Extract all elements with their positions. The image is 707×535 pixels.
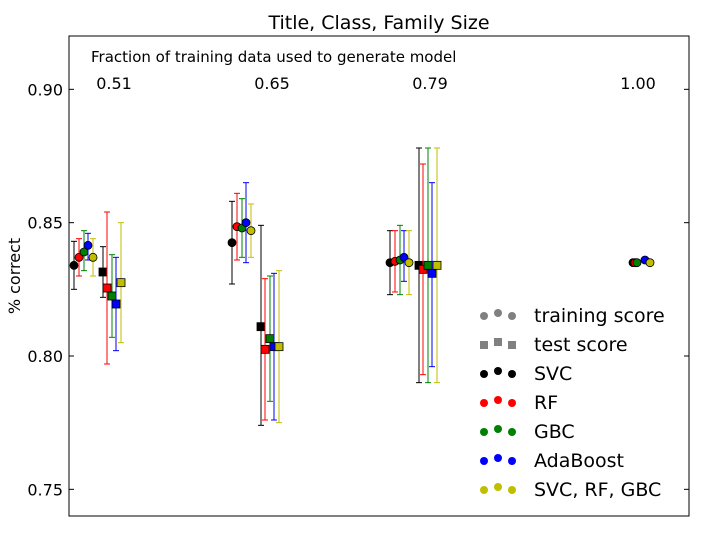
- legend-marker: [494, 425, 502, 433]
- chart-annotation: Fraction of training data used to genera…: [91, 48, 456, 66]
- legend-marker: [494, 454, 502, 462]
- legend-marker: [480, 312, 488, 320]
- train-point: [399, 252, 409, 262]
- y-axis-ticks: 0.75 0.80 0.85 0.90: [27, 80, 689, 499]
- legend-marker: [494, 309, 502, 317]
- legend-label: AdaBoost: [534, 450, 624, 472]
- test-point: [274, 342, 284, 352]
- legend-marker: [494, 367, 502, 375]
- legend-marker: [508, 457, 516, 465]
- train-point: [632, 258, 642, 268]
- test-point: [265, 334, 275, 344]
- test-point: [116, 278, 126, 288]
- chart-marks: [69, 147, 655, 426]
- train-point: [83, 240, 93, 250]
- train-point: [241, 218, 251, 228]
- chart-title: Title, Class, Family Size: [267, 12, 489, 34]
- train-point: [74, 252, 84, 262]
- y-tick-label: 0.90: [27, 80, 63, 99]
- test-point: [260, 344, 270, 354]
- legend-marker: [508, 428, 516, 436]
- legend-marker: [508, 399, 516, 407]
- legend-marker: [480, 370, 488, 378]
- legend-marker: [494, 396, 502, 404]
- fraction-label: 0.79: [412, 74, 448, 93]
- legend: training score test score SVC RF GBC AdaBoost…: [480, 305, 665, 501]
- legend-marker: [508, 341, 516, 349]
- train-point: [69, 260, 79, 270]
- legend-marker: [508, 312, 516, 320]
- legend-marker: [480, 457, 488, 465]
- legend-label: RF: [534, 392, 558, 414]
- test-point: [111, 299, 121, 309]
- fraction-labels: 0.51 0.65 0.79 1.00: [96, 74, 656, 93]
- test-point: [102, 283, 112, 293]
- train-point: [88, 252, 98, 262]
- legend-label: training score: [534, 305, 665, 327]
- y-tick-label: 0.80: [27, 347, 63, 366]
- y-tick-label: 0.85: [27, 214, 63, 233]
- legend-marker: [480, 486, 488, 494]
- test-point: [432, 260, 442, 270]
- fraction-label: 1.00: [620, 74, 656, 93]
- legend-marker: [494, 483, 502, 491]
- legend-label: test score: [534, 334, 628, 356]
- test-point: [427, 268, 437, 278]
- y-tick-label: 0.75: [27, 480, 63, 499]
- fraction-label: 0.51: [96, 74, 132, 93]
- fraction-label: 0.65: [254, 74, 290, 93]
- legend-marker: [480, 341, 488, 349]
- test-point: [423, 260, 433, 270]
- test-point: [256, 322, 266, 332]
- train-point: [246, 226, 256, 236]
- test-point: [98, 267, 108, 277]
- legend-marker: [480, 428, 488, 436]
- legend-label: SVC, RF, GBC: [534, 479, 661, 501]
- legend-marker: [480, 399, 488, 407]
- train-point: [645, 258, 655, 268]
- y-axis-label: % correct: [5, 238, 24, 314]
- legend-label: SVC: [534, 363, 572, 385]
- legend-label: GBC: [534, 421, 575, 443]
- legend-marker: [508, 370, 516, 378]
- train-point: [227, 238, 237, 248]
- plot-area: [68, 35, 690, 517]
- legend-marker: [508, 486, 516, 494]
- train-point: [404, 258, 414, 268]
- test-point: [107, 291, 117, 301]
- legend-marker: [494, 338, 502, 346]
